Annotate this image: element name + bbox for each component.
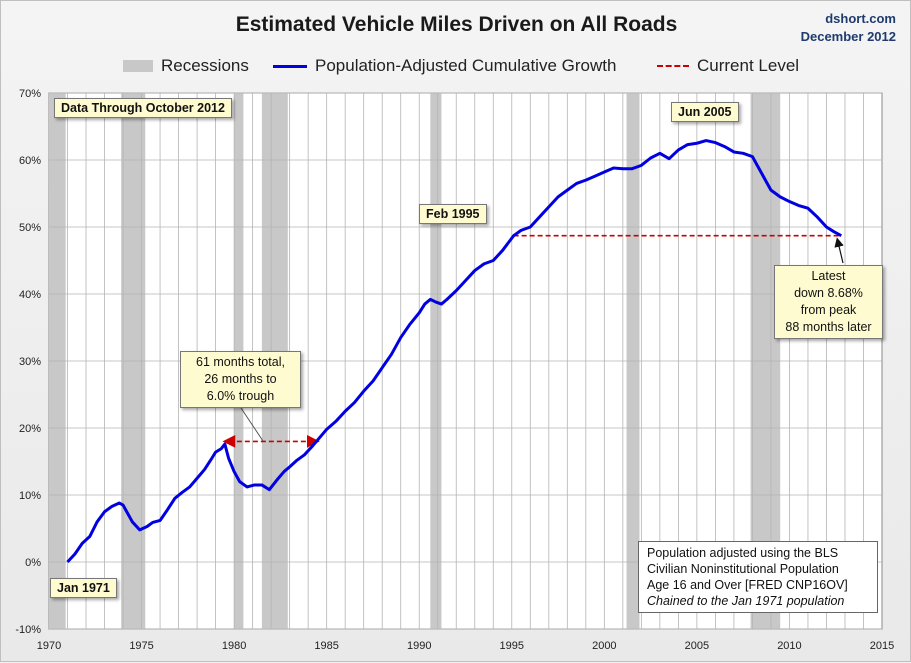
methodology-note: Population adjusted using the BLS Civili… xyxy=(638,541,878,613)
x-tick-label: 2015 xyxy=(870,640,894,652)
y-tick-label: 0% xyxy=(25,557,41,569)
legend: Recessions Population-Adjusted Cumulativ… xyxy=(1,56,911,76)
latest-pointer-arrow xyxy=(834,237,844,264)
dashed-line-swatch-icon xyxy=(657,65,689,67)
series-line xyxy=(66,139,842,564)
jun2005-callout: Jun 2005 xyxy=(671,102,739,122)
latest-callout-line4: 88 months later xyxy=(785,320,872,334)
y-tick-label: 30% xyxy=(19,356,41,368)
legend-label-current: Current Level xyxy=(697,56,800,75)
trough-callout-line3: 6.0% trough xyxy=(206,389,275,403)
latest-callout-line3: from peak xyxy=(800,303,857,317)
chart-title: Estimated Vehicle Miles Driven on All Ro… xyxy=(235,13,678,36)
x-tick-label: 1990 xyxy=(407,640,431,652)
x-tick-label: 2010 xyxy=(777,640,801,652)
source-label: dshort.com xyxy=(825,11,896,26)
y-tick-label: 60% xyxy=(19,155,41,167)
legend-label-series: Population-Adjusted Cumulative Growth xyxy=(315,56,617,75)
y-tick-label: -10% xyxy=(15,624,41,636)
series-line-swatch-icon xyxy=(273,64,307,68)
trough-callout: 61 months total, 26 months to 6.0% troug… xyxy=(180,351,301,408)
note-line3: Age 16 and Over [FRED CNP16OV] xyxy=(647,578,848,592)
jan1971-callout: Jan 1971 xyxy=(50,578,117,598)
trough-callout-line2: 26 months to xyxy=(204,372,277,386)
x-tick-label: 1995 xyxy=(500,640,524,652)
latest-callout-line1: Latest xyxy=(811,269,846,283)
axis-ticks: -10% 0% 10% 20% 30% 40% 50% 60% 70% 1970 1975 1980 1… xyxy=(15,88,894,652)
x-tick-label: 2005 xyxy=(685,640,709,652)
x-tick-label: 1970 xyxy=(37,640,61,652)
x-tick-label: 1980 xyxy=(222,640,246,652)
feb1995-callout: Feb 1995 xyxy=(419,204,487,224)
y-tick-label: 40% xyxy=(19,289,41,301)
date-label: December 2012 xyxy=(800,29,896,44)
y-tick-label: 20% xyxy=(19,423,41,435)
legend-label-recessions: Recessions xyxy=(161,56,249,75)
y-tick-label: 50% xyxy=(19,222,41,234)
note-line2: Civilian Noninstitutional Population xyxy=(647,562,839,576)
x-tick-label: 1985 xyxy=(314,640,338,652)
note-line1: Population adjusted using the BLS xyxy=(647,546,839,560)
y-tick-label: 70% xyxy=(19,88,41,100)
note-line4: Chained to the Jan 1971 population xyxy=(647,594,845,608)
latest-callout: Latest down 8.68% from peak 88 months la… xyxy=(774,265,883,339)
latest-callout-line2: down 8.68% xyxy=(794,286,863,300)
data-through-callout: Data Through October 2012 xyxy=(54,98,232,118)
legend-item-current: Current Level xyxy=(657,56,799,76)
y-tick-label: 10% xyxy=(19,490,41,502)
trough-callout-leader xyxy=(240,407,264,442)
recession-swatch-icon xyxy=(123,60,153,72)
grid-lines xyxy=(49,92,882,630)
x-tick-label: 2000 xyxy=(592,640,616,652)
legend-item-series: Population-Adjusted Cumulative Growth xyxy=(273,56,616,76)
x-tick-label: 1975 xyxy=(129,640,153,652)
trough-callout-line1: 61 months total, xyxy=(196,355,285,369)
legend-item-recessions: Recessions xyxy=(123,56,249,76)
